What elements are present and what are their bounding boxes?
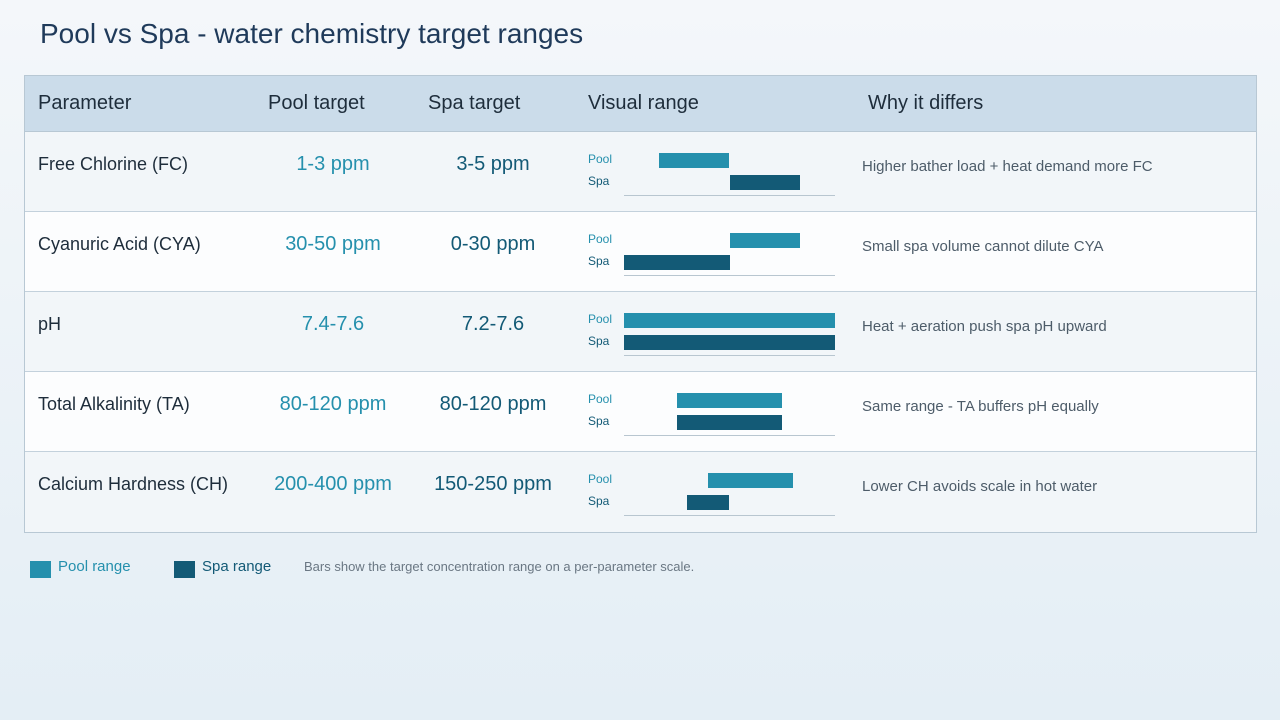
pool-target-value: 30-50 ppm xyxy=(285,233,381,255)
range-axis-line xyxy=(624,195,835,196)
header-parameter: Parameter xyxy=(38,92,132,114)
parameter-name: pH xyxy=(38,314,62,334)
range-visual: Pool Spa xyxy=(588,292,848,372)
pool-target-value: 80-120 ppm xyxy=(279,393,387,415)
parameter-name: Cyanuric Acid (CYA) xyxy=(38,234,201,254)
table-row: Total Alkalinity (TA) 80-120 ppm 80-120 … xyxy=(25,372,1256,452)
range-axis-line xyxy=(624,515,835,516)
pool-range-bar xyxy=(729,233,800,248)
range-track xyxy=(624,392,835,437)
spa-target-value: 3-5 ppm xyxy=(456,153,530,175)
why-differs-text: Heat + aeration push spa pH upward xyxy=(862,318,1107,335)
spa-bar-label: Spa xyxy=(588,254,610,268)
table-row: Calcium Hardness (CH) 200-400 ppm 150-25… xyxy=(25,452,1256,532)
spa-range-legend-label: Spa range xyxy=(202,558,272,575)
spa-range-bar xyxy=(687,495,730,510)
table-row: Free Chlorine (FC) 1-3 ppm 3-5 ppm Pool … xyxy=(25,132,1256,212)
page-title: Pool vs Spa - water chemistry target ran… xyxy=(40,18,584,49)
spa-bar-label: Spa xyxy=(588,174,610,188)
pool-range-bar xyxy=(676,393,783,408)
pool-target-value: 200-400 ppm xyxy=(274,473,392,495)
parameter-name: Total Alkalinity (TA) xyxy=(38,394,190,414)
why-differs-text: Higher bather load + heat demand more FC xyxy=(862,158,1153,175)
comparison-table: Parameter Pool target Spa target Visual … xyxy=(24,75,1257,533)
header-visual-range: Visual range xyxy=(588,92,699,114)
range-axis-line xyxy=(624,435,835,436)
spa-target-value: 0-30 ppm xyxy=(450,233,536,255)
table-row: pH 7.4-7.6 7.2-7.6 Pool Spa Heat + aerat… xyxy=(25,292,1256,372)
spa-bar-label: Spa xyxy=(588,494,610,508)
header-pool-target: Pool target xyxy=(268,92,365,114)
range-axis-line xyxy=(624,355,835,356)
spa-target-value: 150-250 ppm xyxy=(434,473,552,495)
range-track xyxy=(624,232,835,277)
spa-bar-label: Spa xyxy=(588,334,610,348)
range-visual: Pool Spa xyxy=(588,212,848,292)
legend: Pool range Spa range Bars show the targe… xyxy=(30,557,930,581)
range-track xyxy=(624,312,835,357)
spa-range-bar xyxy=(624,335,835,350)
pool-bar-label: Pool xyxy=(588,312,613,326)
range-visual: Pool Spa xyxy=(588,372,848,452)
why-differs-text: Lower CH avoids scale in hot water xyxy=(862,478,1098,495)
pool-range-bar xyxy=(624,313,835,328)
table-row: Cyanuric Acid (CYA) 30-50 ppm 0-30 ppm P… xyxy=(25,212,1256,292)
pool-range-legend-label: Pool range xyxy=(58,558,131,575)
legend-note: Bars show the target concentration range… xyxy=(304,559,695,574)
header-spa-target: Spa target xyxy=(428,92,521,114)
why-differs-text: Same range - TA buffers pH equally xyxy=(862,398,1099,415)
spa-range-swatch xyxy=(174,561,195,578)
spa-target-value: 7.2-7.6 xyxy=(461,313,525,335)
header-why-it-differs: Why it differs xyxy=(868,92,984,114)
pool-target-value: 7.4-7.6 xyxy=(301,313,365,335)
range-track xyxy=(624,472,835,517)
pool-range-bar xyxy=(708,473,793,488)
spa-target-value: 80-120 ppm xyxy=(439,393,547,415)
spa-bar-label: Spa xyxy=(588,414,610,428)
pool-bar-label: Pool xyxy=(588,392,613,406)
spa-range-bar xyxy=(729,175,800,190)
spa-range-bar xyxy=(624,255,730,270)
pool-range-bar xyxy=(659,153,730,168)
parameter-name: Free Chlorine (FC) xyxy=(38,154,189,174)
range-visual: Pool Spa xyxy=(588,452,848,532)
pool-bar-label: Pool xyxy=(588,472,613,486)
pool-target-value: 1-3 ppm xyxy=(296,153,370,175)
range-axis-line xyxy=(624,275,835,276)
spa-range-bar xyxy=(676,415,783,430)
pool-bar-label: Pool xyxy=(588,152,613,166)
range-visual: Pool Spa xyxy=(588,132,848,212)
why-differs-text: Small spa volume cannot dilute CYA xyxy=(862,238,1104,255)
pool-bar-label: Pool xyxy=(588,232,613,246)
table-header: Parameter Pool target Spa target Visual … xyxy=(25,76,1256,132)
pool-range-swatch xyxy=(30,561,51,578)
range-track xyxy=(624,152,835,197)
parameter-name: Calcium Hardness (CH) xyxy=(38,474,229,494)
